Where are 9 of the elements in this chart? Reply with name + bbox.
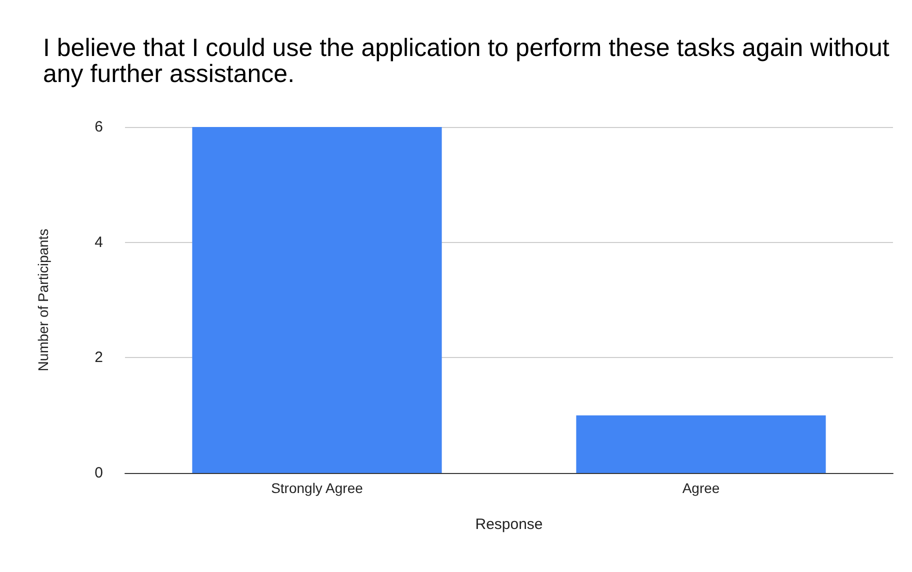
x-tick-label: Strongly Agree xyxy=(271,480,364,496)
x-axis-title: Response xyxy=(475,516,543,533)
y-tick-label: 6 xyxy=(94,118,103,136)
x-tick-label: Agree xyxy=(682,480,720,496)
chart-title: I believe that I could use the application to perform these tasks again without any further assistance. xyxy=(43,34,896,88)
y-tick-label: 0 xyxy=(94,464,103,482)
y-axis-title: Number of Participants xyxy=(35,228,51,372)
y-tick-label: 2 xyxy=(94,349,103,366)
y-tick-label: 4 xyxy=(94,234,103,251)
